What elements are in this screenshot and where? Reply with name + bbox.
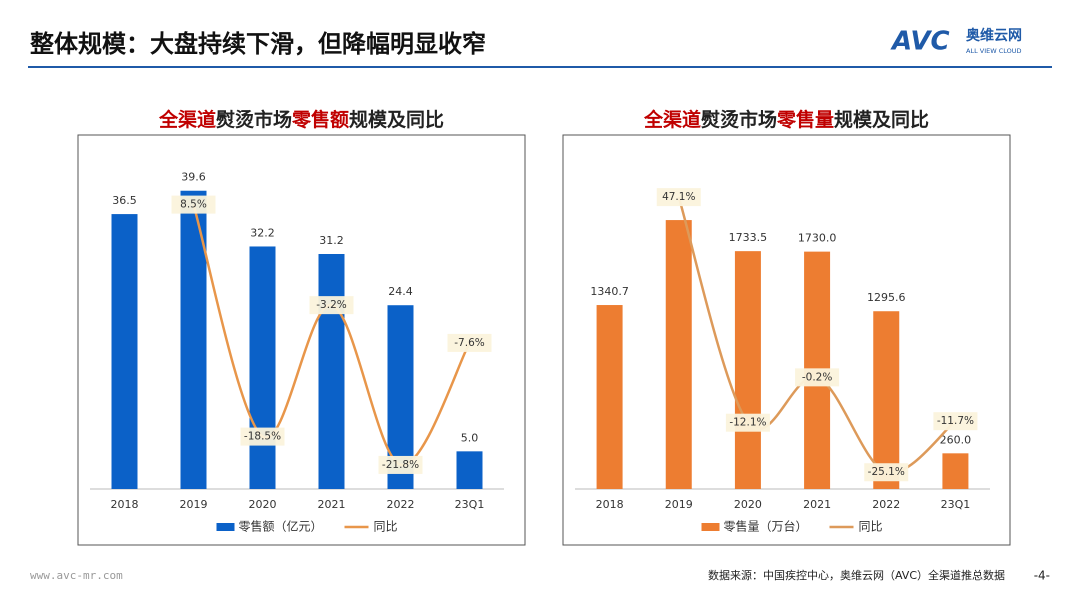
bar-label: 24.4 bbox=[388, 285, 413, 298]
line-label: 8.5% bbox=[180, 199, 207, 211]
footer-url: www.avc-mr.com bbox=[30, 569, 123, 582]
x-tick-label: 23Q1 bbox=[455, 498, 485, 511]
title-part: 全渠道 bbox=[643, 108, 701, 131]
footer-source: 数据来源：中国疾控中心，奥维云网（AVC）全渠道推总数据 bbox=[708, 568, 1005, 582]
line-label-box bbox=[171, 195, 216, 214]
bar bbox=[249, 246, 276, 489]
bar-label: 1730.0 bbox=[798, 232, 837, 245]
x-tick-label: 2018 bbox=[111, 498, 139, 511]
x-tick-label: 2021 bbox=[318, 498, 346, 511]
bar-label: 260.0 bbox=[940, 433, 972, 446]
title-part: 规模及同比 bbox=[834, 108, 929, 131]
title-part: 零售量 bbox=[776, 108, 834, 131]
page-number: -4- bbox=[1034, 569, 1050, 583]
chart-title: 全渠道熨烫市场零售额规模及同比 bbox=[158, 108, 444, 131]
line-label-box bbox=[309, 296, 354, 315]
line-label-box bbox=[378, 455, 423, 474]
title-part: 零售额 bbox=[291, 108, 349, 131]
line-label: -25.1% bbox=[868, 466, 905, 478]
bar-label: 39.6 bbox=[181, 171, 206, 184]
logo-cn: 奥维云网 bbox=[966, 27, 1022, 44]
x-tick-label: 2022 bbox=[872, 498, 900, 511]
bar bbox=[456, 451, 483, 489]
line-label: -21.8% bbox=[382, 459, 419, 471]
x-tick-label: 2018 bbox=[596, 498, 624, 511]
line-label-box bbox=[240, 427, 285, 446]
bar bbox=[665, 220, 692, 489]
bar-label: 1340.7 bbox=[590, 285, 629, 298]
line-label: -18.5% bbox=[244, 431, 281, 443]
legend-label: 同比 bbox=[859, 520, 883, 534]
bar bbox=[596, 305, 623, 489]
legend-swatch bbox=[216, 523, 235, 531]
x-tick-label: 2019 bbox=[180, 498, 208, 511]
legend-swatch bbox=[701, 523, 720, 531]
title-part: 熨烫市场 bbox=[701, 108, 777, 131]
bar-label: 1295.6 bbox=[867, 291, 906, 304]
line-label: 47.1% bbox=[662, 191, 695, 203]
bar bbox=[111, 214, 138, 489]
line-label-box bbox=[656, 188, 701, 207]
title-part: 熨烫市场 bbox=[216, 108, 292, 131]
line-label-box bbox=[725, 413, 770, 432]
slide-title: 整体规模：大盘持续下滑，但降幅明显收窄 bbox=[30, 30, 486, 58]
logo: AVC bbox=[890, 27, 950, 57]
logo-en: ALL VIEW CLOUD bbox=[966, 47, 1022, 55]
bar-label: 32.2 bbox=[250, 226, 275, 239]
x-tick-label: 2020 bbox=[249, 498, 277, 511]
line-label: -7.6% bbox=[454, 337, 484, 349]
line-label: -11.7% bbox=[937, 415, 974, 427]
line-label-box bbox=[447, 333, 492, 352]
legend-label: 零售量（万台） bbox=[724, 519, 808, 534]
line-label-box bbox=[933, 412, 978, 431]
chart-frame bbox=[562, 134, 1011, 546]
bar-label: 5.0 bbox=[461, 431, 479, 444]
line-label-box bbox=[864, 463, 909, 482]
bar-label: 1733.5 bbox=[729, 231, 768, 244]
bar-label: 31.2 bbox=[319, 234, 344, 247]
bar-label: 36.5 bbox=[112, 194, 137, 207]
line-label: -0.2% bbox=[802, 371, 832, 383]
x-tick-label: 2020 bbox=[734, 498, 762, 511]
x-tick-label: 2022 bbox=[387, 498, 415, 511]
line-label: -12.1% bbox=[729, 417, 766, 429]
line-label-box bbox=[795, 368, 840, 387]
line-label: -3.2% bbox=[316, 299, 346, 311]
legend-label: 零售额（亿元） bbox=[239, 519, 323, 534]
bar bbox=[734, 251, 761, 489]
x-tick-label: 2021 bbox=[803, 498, 831, 511]
bar bbox=[873, 311, 900, 489]
chart-frame bbox=[77, 134, 526, 546]
bar bbox=[318, 254, 345, 489]
title-part: 全渠道 bbox=[158, 108, 216, 131]
x-tick-label: 23Q1 bbox=[941, 498, 971, 511]
chart-title: 全渠道熨烫市场零售量规模及同比 bbox=[643, 108, 929, 131]
x-tick-label: 2019 bbox=[665, 498, 693, 511]
bar bbox=[942, 453, 969, 489]
legend-label: 同比 bbox=[374, 520, 398, 534]
title-part: 规模及同比 bbox=[349, 108, 444, 131]
